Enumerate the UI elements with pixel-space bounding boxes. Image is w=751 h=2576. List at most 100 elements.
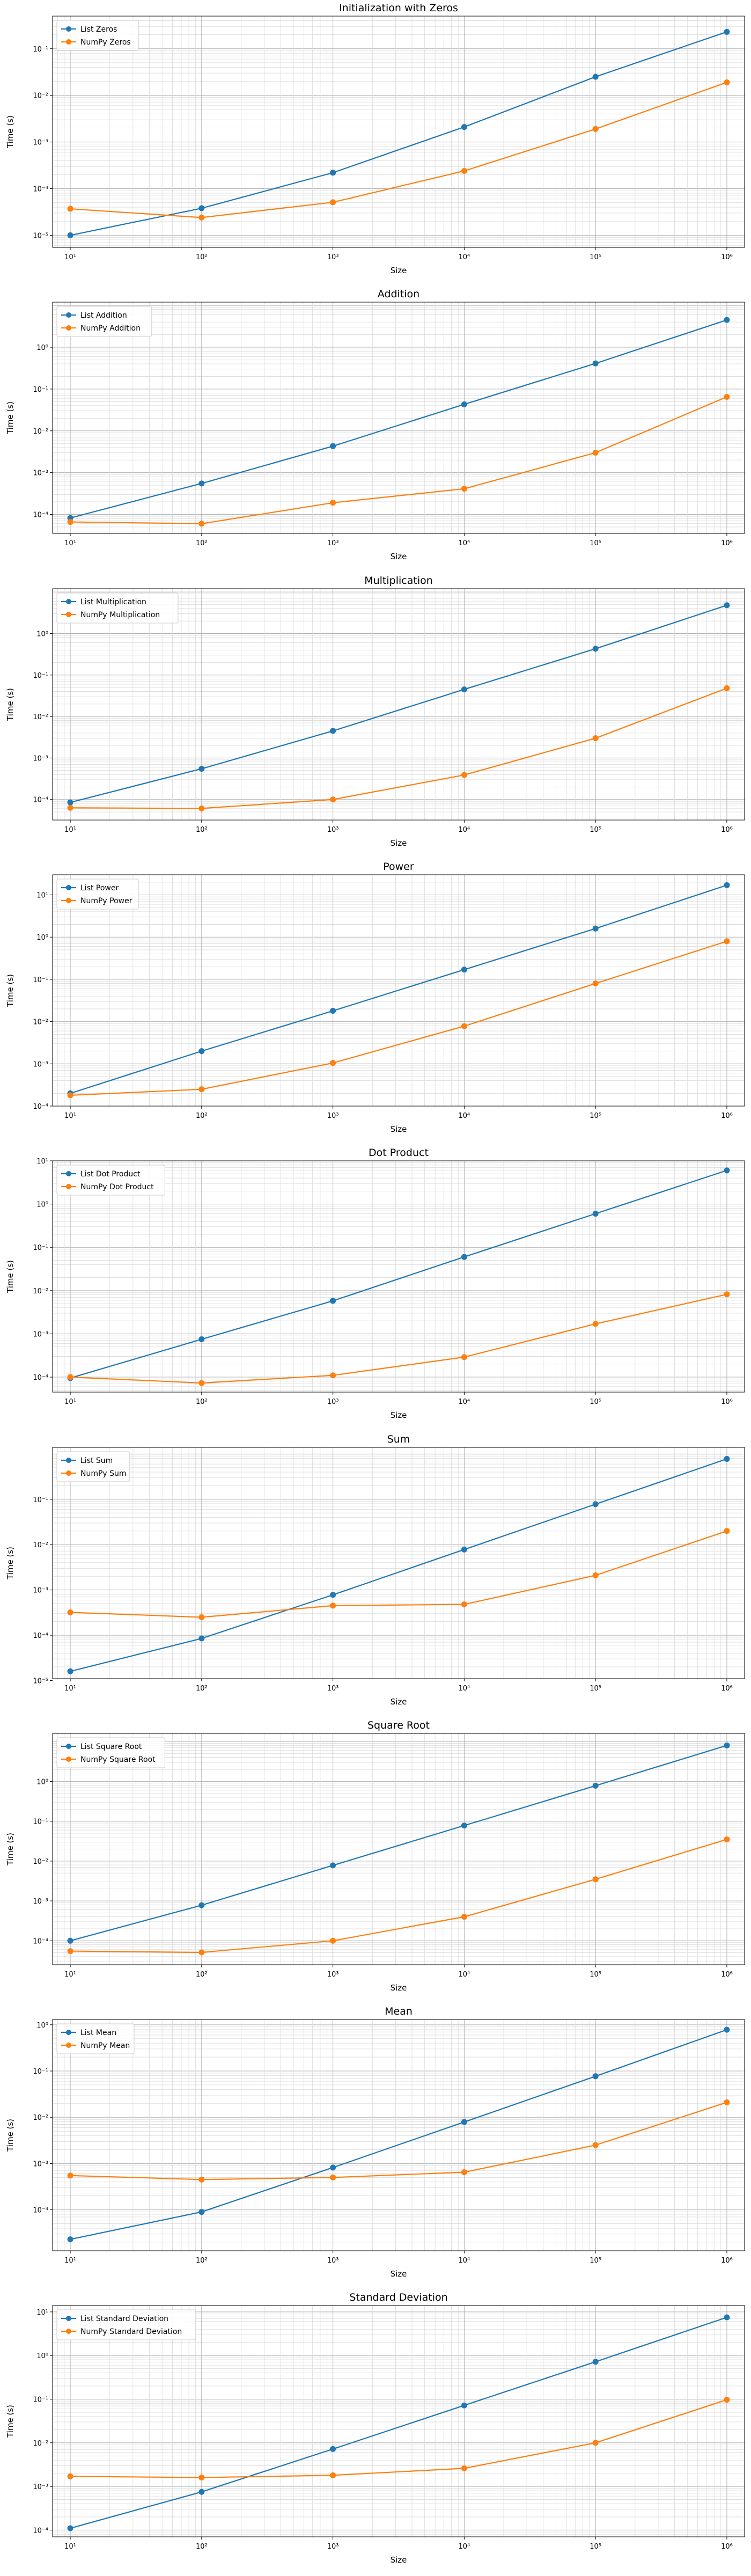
data-point xyxy=(330,2174,336,2180)
axes-frame xyxy=(52,2019,745,2251)
data-point xyxy=(724,317,730,323)
y-tick-label: 10⁰ xyxy=(36,1201,48,1209)
legend: List Addition NumPy Addition xyxy=(56,306,152,337)
chart-panel: Multiplication Time (s) Size 10¹ 10² 10³ 10⁴ 10… xyxy=(5,575,745,848)
y-tick-label: 10¹ xyxy=(36,1158,48,1166)
y-tick-label: 10⁻⁵ xyxy=(33,1677,48,1685)
chart-panel: Sum Time (s) Size 10¹ 10² 10³ 10⁴ 10⁵ 10⁶ 10⁻⁵ 10⁻… xyxy=(5,1433,745,1707)
legend-entry: NumPy Multiplication xyxy=(80,611,160,619)
y-tick-label: 10⁻⁴ xyxy=(33,1103,48,1111)
data-point xyxy=(67,2172,73,2179)
y-axis-label: Time (s) xyxy=(5,2119,15,2152)
data-point xyxy=(461,1354,467,1360)
legend-box xyxy=(56,2309,196,2340)
legend-swatch-marker xyxy=(66,1171,71,1176)
y-tick-label: 10⁻¹ xyxy=(33,46,48,54)
x-tick-label: 10⁴ xyxy=(459,1112,470,1120)
y-tick-label: 10⁰ xyxy=(36,934,48,942)
y-tick-label: 10¹ xyxy=(36,892,48,900)
series-line xyxy=(70,687,727,809)
chart-panel: Power Time (s) Size 10¹ 10² 10³ 10⁴ 10⁵ 10⁶ 10⁻⁴ 1… xyxy=(5,861,745,1134)
data-point xyxy=(724,1528,730,1534)
data-point xyxy=(330,500,336,506)
legend-swatch-marker xyxy=(66,2030,71,2035)
data-point xyxy=(67,206,73,212)
data-point xyxy=(330,199,336,206)
x-tick-label: 10¹ xyxy=(64,2543,76,2551)
x-tick-label: 10⁴ xyxy=(459,1685,470,1693)
legend-box xyxy=(56,2023,135,2054)
x-tick-label: 10³ xyxy=(327,1112,339,1120)
data-point xyxy=(592,126,599,132)
data-point xyxy=(592,449,599,456)
data-point xyxy=(592,646,599,652)
x-tick-label: 10⁴ xyxy=(459,1398,470,1406)
chart-title: Power xyxy=(383,861,414,873)
data-point xyxy=(461,2119,467,2125)
data-point xyxy=(330,1937,336,1944)
grid-lines xyxy=(53,874,745,1107)
y-tick-label: 10⁻² xyxy=(33,713,48,721)
chart-panel: Addition Time (s) Size 10¹ 10² 10³ 10⁴ 10⁵ 10⁶ 10… xyxy=(5,288,745,561)
x-axis-label: Size xyxy=(391,1983,407,1993)
legend-swatch-marker xyxy=(66,2316,71,2321)
y-tick-label: 10⁻² xyxy=(33,1019,48,1027)
data-point xyxy=(67,1374,73,1380)
data-point xyxy=(724,2314,730,2321)
axes-frame xyxy=(52,874,745,1107)
data-point xyxy=(461,967,467,973)
x-tick-label: 10⁶ xyxy=(721,2257,733,2265)
data-point xyxy=(67,804,73,811)
grid-lines xyxy=(53,2019,745,2251)
data-point xyxy=(724,1455,730,1462)
data-point xyxy=(592,74,599,80)
y-tick-label: 10⁻⁴ xyxy=(33,186,48,194)
y-tick-label: 10⁻³ xyxy=(33,1330,48,1338)
axes-frame xyxy=(52,16,745,248)
data-point xyxy=(461,1914,467,1920)
x-axis-label: Size xyxy=(391,1410,407,1420)
legend: List Power NumPy Power xyxy=(56,879,139,910)
data-point xyxy=(461,167,467,174)
y-tick-label: 10⁻² xyxy=(33,2114,48,2122)
x-tick-label: 10⁶ xyxy=(721,1112,733,1120)
data-point xyxy=(592,360,599,367)
x-tick-label: 10³ xyxy=(327,1685,339,1693)
data-point xyxy=(330,728,336,734)
data-point xyxy=(592,1572,599,1578)
data-point xyxy=(724,2099,730,2105)
data-point xyxy=(330,1862,336,1869)
data-point xyxy=(461,1023,467,1029)
data-point xyxy=(67,519,73,525)
y-tick-label: 10⁻² xyxy=(33,1287,48,1296)
data-point xyxy=(198,1614,205,1620)
legend: List Zeros NumPy Zeros xyxy=(56,20,139,51)
y-axis-label: Time (s) xyxy=(5,688,15,721)
x-tick-label: 10⁵ xyxy=(590,2543,601,2551)
y-tick-label: 10⁻³ xyxy=(33,139,48,147)
y-tick-label: 10¹ xyxy=(36,2309,48,2317)
grid-lines xyxy=(53,302,745,533)
x-axis-label: Size xyxy=(391,1697,407,1707)
legend-entry: NumPy Zeros xyxy=(80,38,131,47)
series-line xyxy=(70,604,727,803)
x-tick-label: 10² xyxy=(196,2257,208,2265)
x-tick-label: 10⁵ xyxy=(590,2257,601,2265)
x-tick-label: 10² xyxy=(196,1685,208,1693)
legend-swatch-marker xyxy=(66,1744,71,1749)
data-point xyxy=(198,1635,205,1642)
data-point xyxy=(592,1210,599,1217)
y-tick-label: 10⁻¹ xyxy=(33,1244,48,1252)
legend-swatch-marker xyxy=(66,312,71,318)
legend-swatch-marker xyxy=(66,1757,71,1762)
y-tick-label: 10⁻³ xyxy=(33,470,48,478)
data-point xyxy=(198,1380,205,1386)
x-axis-label: Size xyxy=(391,266,407,275)
legend: List Square Root NumPy Square Root xyxy=(56,1737,165,1768)
series-line xyxy=(70,1458,727,1672)
legend-box xyxy=(56,592,179,624)
data-point xyxy=(724,2397,730,2403)
y-tick-label: 10⁻² xyxy=(33,1541,48,1549)
data-point xyxy=(67,1092,73,1099)
legend-box xyxy=(56,879,139,910)
